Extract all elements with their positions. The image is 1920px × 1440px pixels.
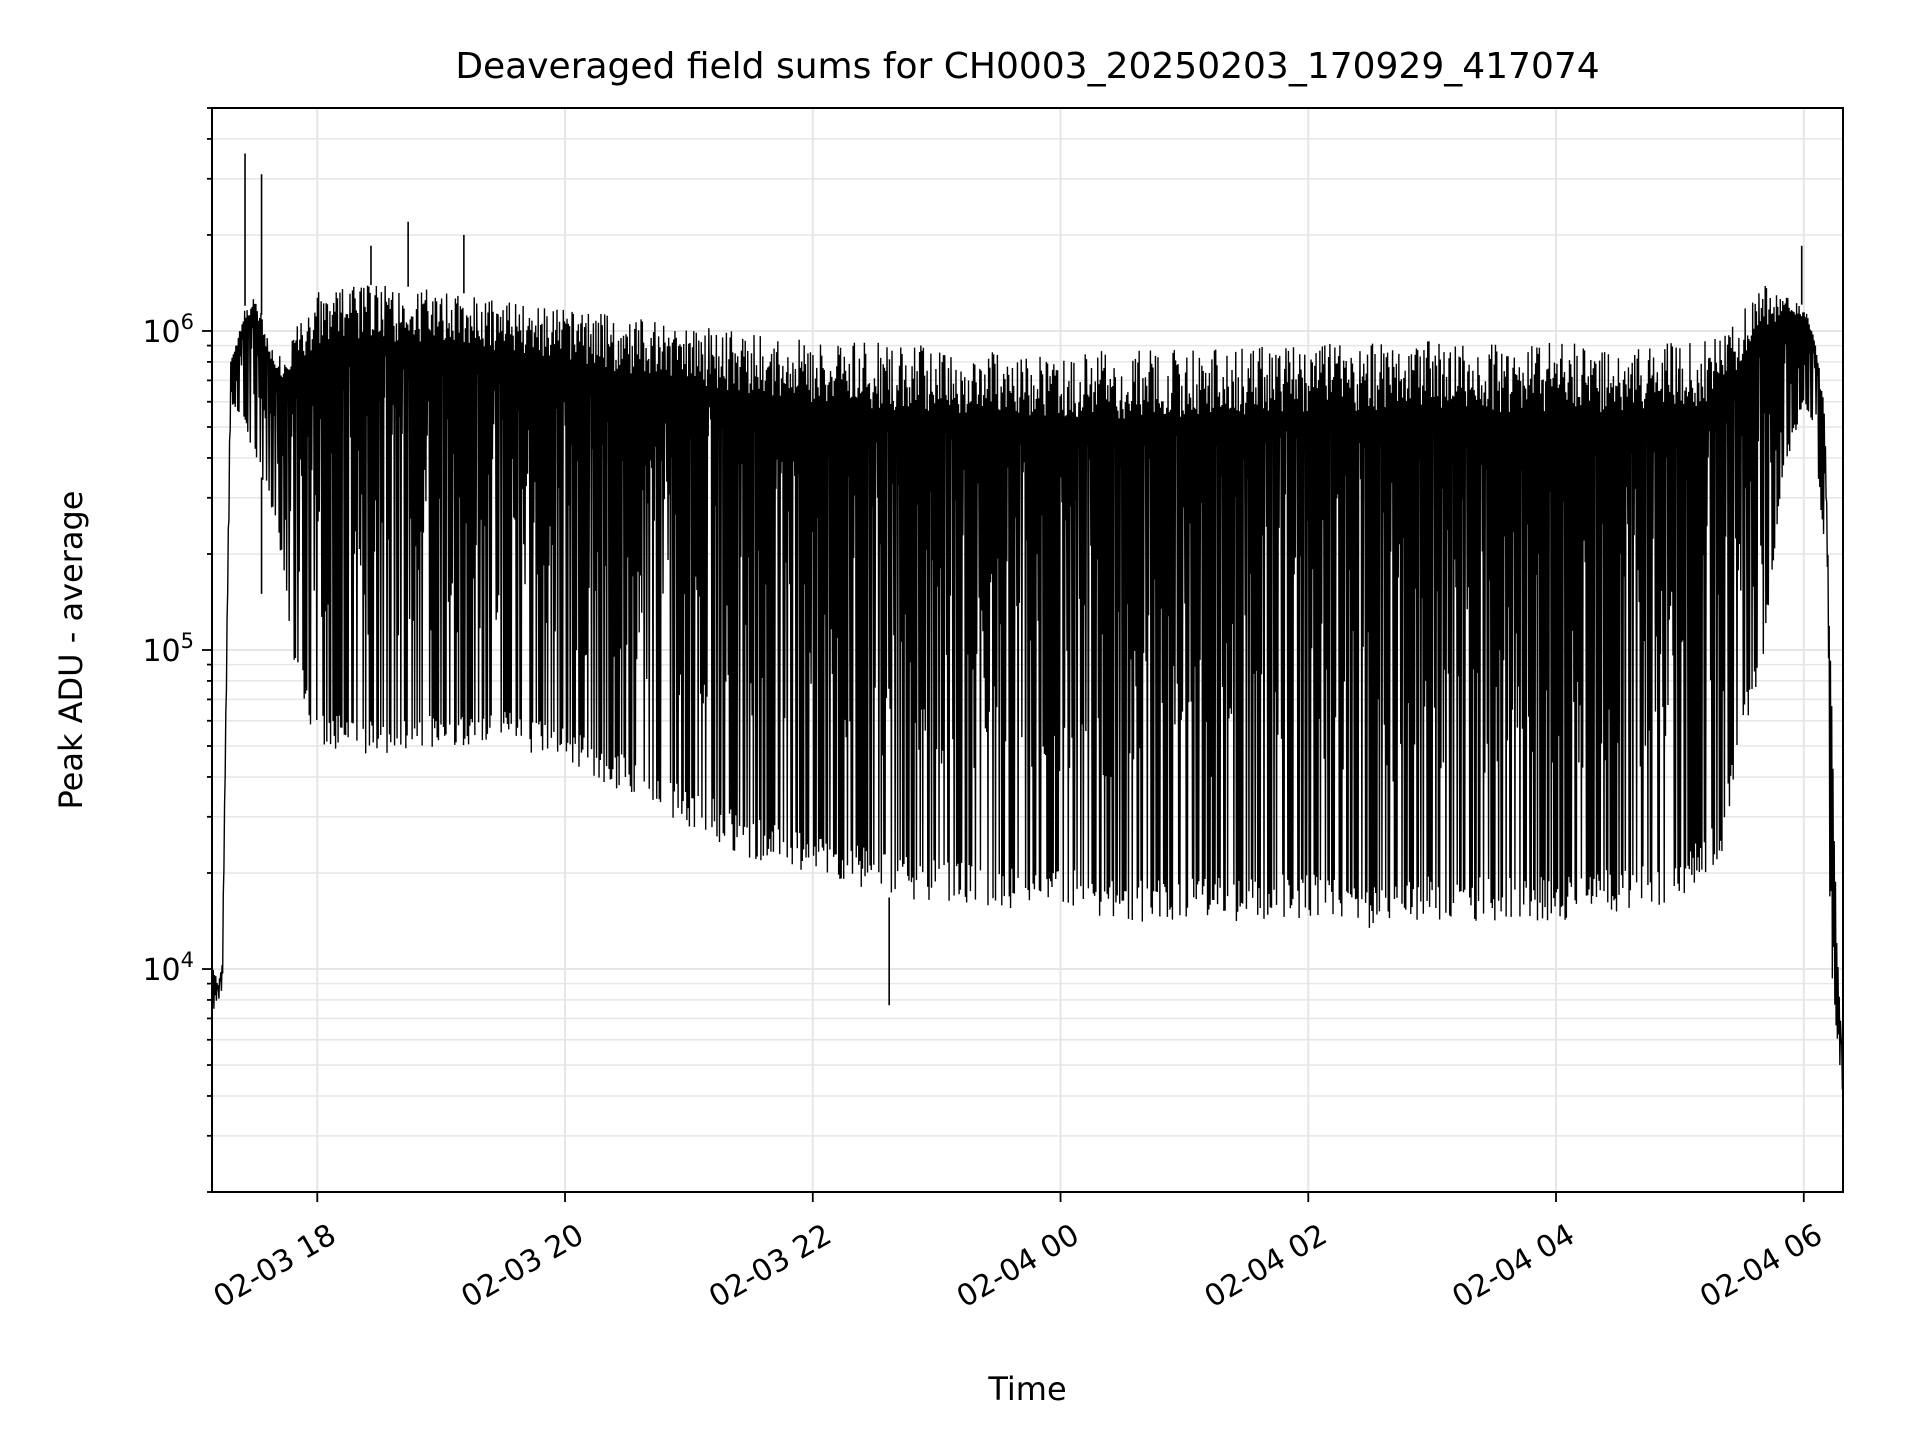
x-tick-label: 02-03 18 [208, 1217, 342, 1315]
x-tick-label: 02-03 22 [703, 1217, 837, 1315]
x-axis-label: Time [987, 1370, 1066, 1408]
y-tick-label: 105 [142, 629, 194, 669]
series-line [212, 285, 1843, 1090]
y-tick-label: 104 [142, 948, 194, 988]
x-tick-label: 02-04 02 [1199, 1217, 1333, 1315]
x-tick-label: 02-04 04 [1447, 1217, 1581, 1315]
x-tick-label: 02-04 06 [1694, 1217, 1828, 1315]
x-tick-label: 02-03 20 [456, 1217, 590, 1315]
y-axis-label: Peak ADU - average [52, 491, 90, 810]
y-tick-label: 106 [142, 310, 194, 350]
chart-title: Deaveraged field sums for CH0003_2025020… [455, 46, 1599, 87]
x-tick-label: 02-04 00 [951, 1217, 1085, 1315]
data-series [212, 153, 1843, 1090]
